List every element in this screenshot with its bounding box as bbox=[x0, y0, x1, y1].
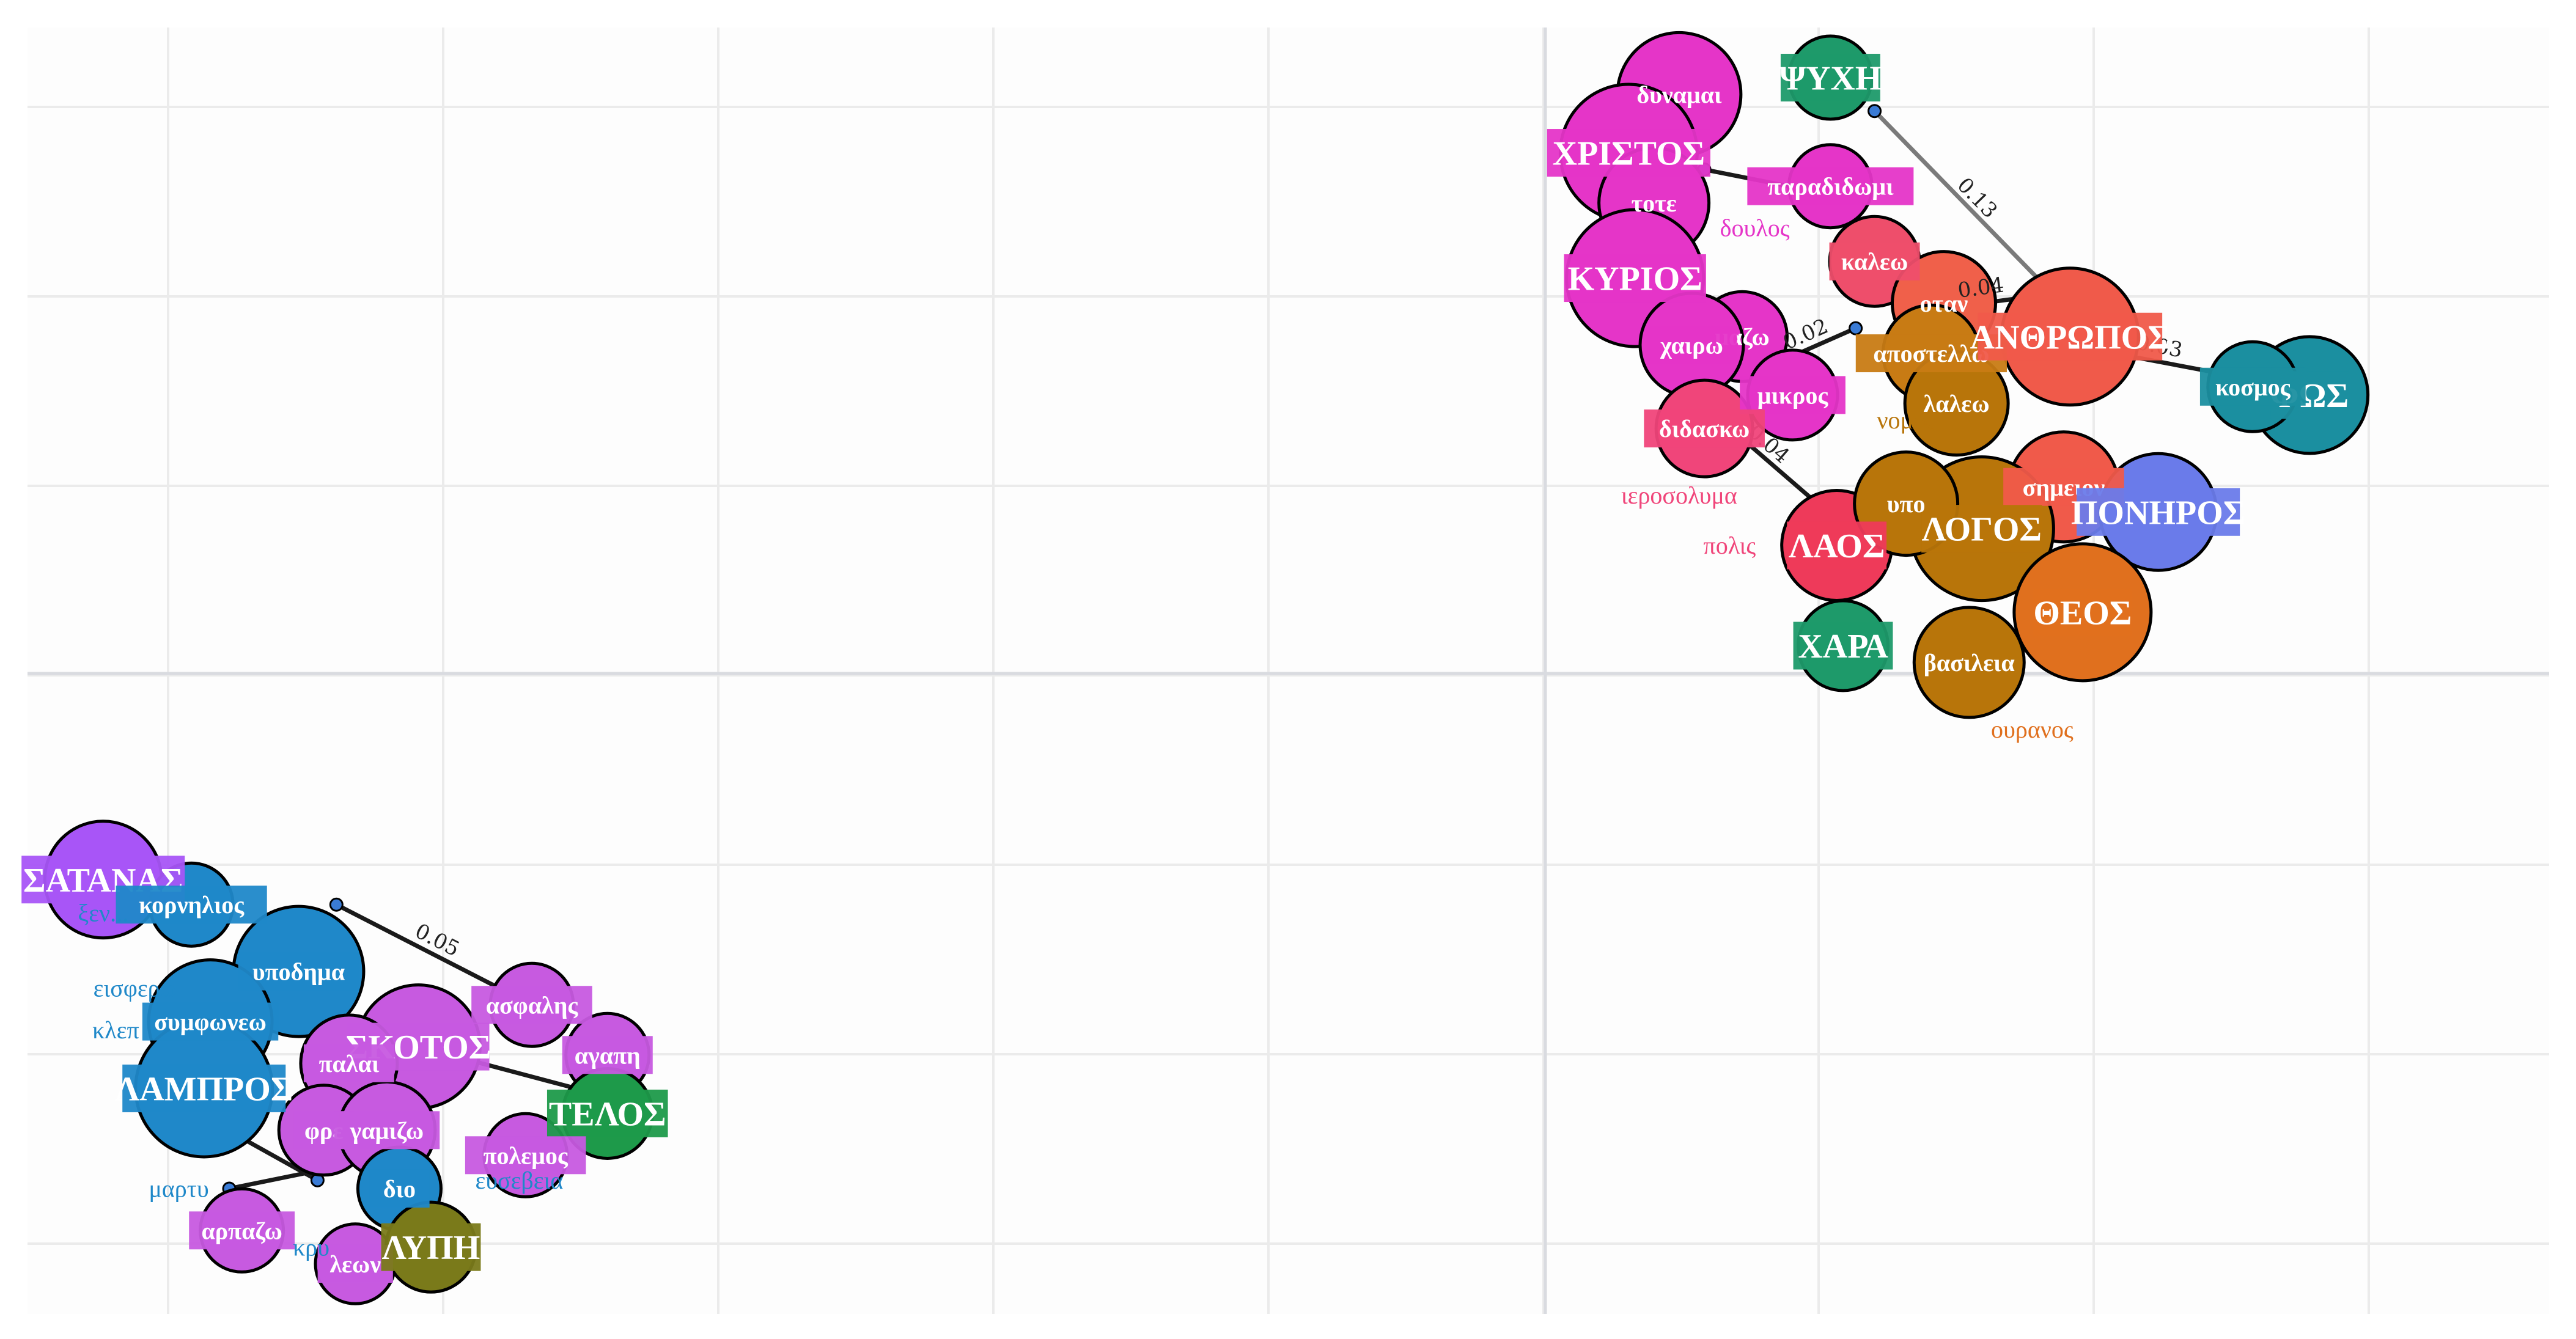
edge-weight-label: 0.04 bbox=[1956, 273, 2005, 303]
edge-endpoint bbox=[1868, 104, 1882, 119]
node-label-box bbox=[116, 886, 267, 924]
word-label: δουλος bbox=[1720, 215, 1790, 242]
edge-endpoint bbox=[329, 897, 344, 912]
node-label: πολεμος bbox=[484, 1142, 569, 1169]
node-label: ΠΟΝΗΡΟΣ bbox=[2071, 494, 2246, 532]
node-label: παλαι bbox=[319, 1050, 380, 1077]
word-label: εισφερω bbox=[94, 975, 176, 1002]
node-label: χαιρω bbox=[1660, 331, 1723, 359]
node-label-box bbox=[142, 1002, 279, 1041]
word-label: ευσεβεια bbox=[475, 1167, 563, 1194]
node-label-box bbox=[2199, 367, 2306, 406]
node-label: ΧΡΙΣΤΟΣ bbox=[1553, 135, 1706, 173]
node-label-box bbox=[1644, 409, 1765, 448]
node-label-box bbox=[1747, 167, 1914, 205]
node-label: ΚΥΡΙΟΣ bbox=[1568, 260, 1702, 298]
word-label: ουρανος bbox=[1991, 716, 2074, 743]
node-label-box bbox=[546, 1089, 668, 1137]
node-label: λαλεω bbox=[1924, 390, 1990, 417]
node-label-box bbox=[189, 1211, 295, 1250]
node-label: ΛΑΟΣ bbox=[1789, 527, 1885, 565]
node-label-box bbox=[1793, 622, 1893, 670]
node-label: ΘΕΟΣ bbox=[2033, 594, 2132, 632]
node-label-box bbox=[1921, 505, 2042, 553]
node-label: ΛΑΜΠΡΟΣ bbox=[115, 1071, 293, 1109]
node-label: παραδιδωμι bbox=[1767, 173, 1894, 200]
node-label-box bbox=[2033, 588, 2133, 636]
edge-endpoint bbox=[1849, 321, 1863, 336]
node-label: κορνηλιος bbox=[139, 891, 245, 919]
node-label: τοτε bbox=[1632, 189, 1677, 217]
node-label: αποστελλω bbox=[1873, 340, 1989, 367]
word-label: πολις bbox=[1704, 532, 1756, 559]
word-label: κλεπ bbox=[92, 1016, 139, 1044]
node-label: μικρος bbox=[1757, 381, 1829, 409]
word-label: μαρτυ bbox=[149, 1175, 208, 1203]
node-label-box bbox=[562, 1036, 653, 1074]
node-label: γαμιζω bbox=[350, 1117, 424, 1144]
node-label: δυναμαι bbox=[1636, 81, 1722, 108]
node-label-box bbox=[334, 1111, 440, 1150]
word-label: κρυ bbox=[293, 1233, 329, 1261]
node-label-box bbox=[122, 1064, 286, 1112]
node-label-box bbox=[1646, 326, 1737, 364]
node-label-box bbox=[1829, 242, 1920, 281]
node-label-box bbox=[317, 1244, 393, 1283]
node-bubble bbox=[1912, 606, 2026, 719]
node-label: ΑΝΘΡΩΠΟΣ bbox=[1970, 318, 2170, 356]
node-label: διδασκω bbox=[1659, 415, 1750, 442]
node-label-box bbox=[1564, 254, 1706, 303]
word-label: νομος bbox=[1877, 406, 1935, 434]
node-label-box bbox=[1978, 312, 2163, 361]
node-label: αρπαζω bbox=[201, 1217, 282, 1244]
node-label: υποδημα bbox=[252, 958, 345, 986]
node-label: ΨΥΧΗ bbox=[1779, 60, 1882, 98]
node-label-box bbox=[303, 1044, 394, 1082]
node-label: διο bbox=[383, 1175, 416, 1203]
node-label-box bbox=[238, 952, 359, 991]
node-label: οταν bbox=[1920, 290, 1968, 317]
node-label: λεων bbox=[329, 1250, 381, 1278]
node-label: ΧΑΡΑ bbox=[1798, 628, 1888, 666]
node-label-box bbox=[381, 1223, 481, 1271]
node-label: υπο bbox=[1887, 490, 1926, 518]
node-label: συμφωνεω bbox=[154, 1008, 267, 1036]
node-label-box bbox=[465, 1136, 586, 1175]
node-label-box bbox=[2077, 488, 2240, 536]
word-label: ιεροσολυμα bbox=[1621, 482, 1737, 509]
node-label: ασφαλης bbox=[486, 991, 579, 1019]
node-label-box bbox=[1780, 54, 1880, 102]
word-label: ξεν... bbox=[78, 900, 128, 927]
node-label-box bbox=[369, 1169, 430, 1208]
node-label: βασιλεια bbox=[1924, 649, 2015, 677]
node-label-box bbox=[1787, 521, 1887, 570]
node-label: ΤΕΛΟΣ bbox=[549, 1096, 666, 1134]
node-label-box bbox=[1547, 129, 1710, 177]
node-label: αγαπη bbox=[575, 1041, 641, 1069]
node-label: ΛΥΠΗ bbox=[382, 1229, 480, 1267]
node-label: κοσμος bbox=[2215, 373, 2291, 401]
node-label: ΛΟΓΟΣ bbox=[1922, 511, 2042, 549]
node-label: καλεω bbox=[1841, 248, 1908, 276]
node-label-box bbox=[1740, 376, 1846, 414]
node-label-box bbox=[471, 986, 592, 1024]
